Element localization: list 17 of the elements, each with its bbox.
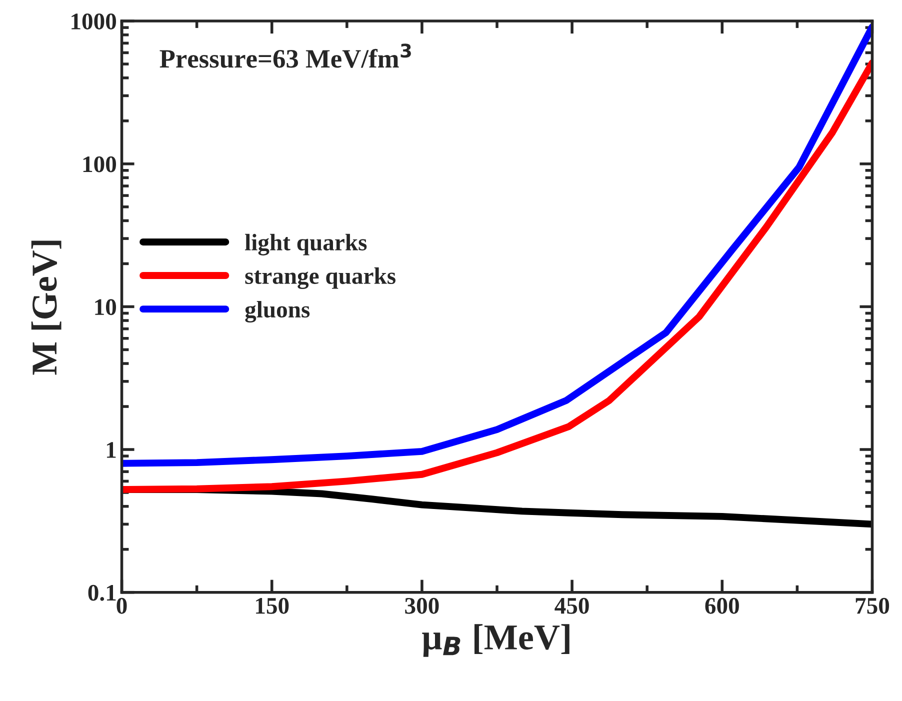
y-tick-label: 0.1 bbox=[88, 584, 116, 601]
legend-label: gluons bbox=[245, 300, 310, 323]
y-tick-label: 10 bbox=[95, 299, 116, 316]
y-tick-label: 1000 bbox=[72, 14, 116, 30]
x-axis-title: μ$_{B}$ [MeV] bbox=[422, 624, 570, 657]
x-tick-label: 0 bbox=[116, 598, 127, 614]
y-tick-label: 1 bbox=[106, 442, 116, 458]
y-tick-label: 100 bbox=[83, 156, 116, 172]
legend-label: light quarks bbox=[245, 234, 367, 256]
x-tick-label: 150 bbox=[256, 598, 289, 614]
y-axis-title: M [GeV] bbox=[31, 240, 62, 375]
x-tick-label: 450 bbox=[554, 598, 589, 614]
x-tick-label: 750 bbox=[856, 598, 890, 614]
legend-label: strange quarks bbox=[245, 267, 396, 289]
x-tick-label: 300 bbox=[405, 598, 439, 614]
annotation: Pressure=63 MeV/fm$^{3}$ bbox=[160, 44, 411, 68]
x-tick-label: 600 bbox=[705, 598, 739, 614]
